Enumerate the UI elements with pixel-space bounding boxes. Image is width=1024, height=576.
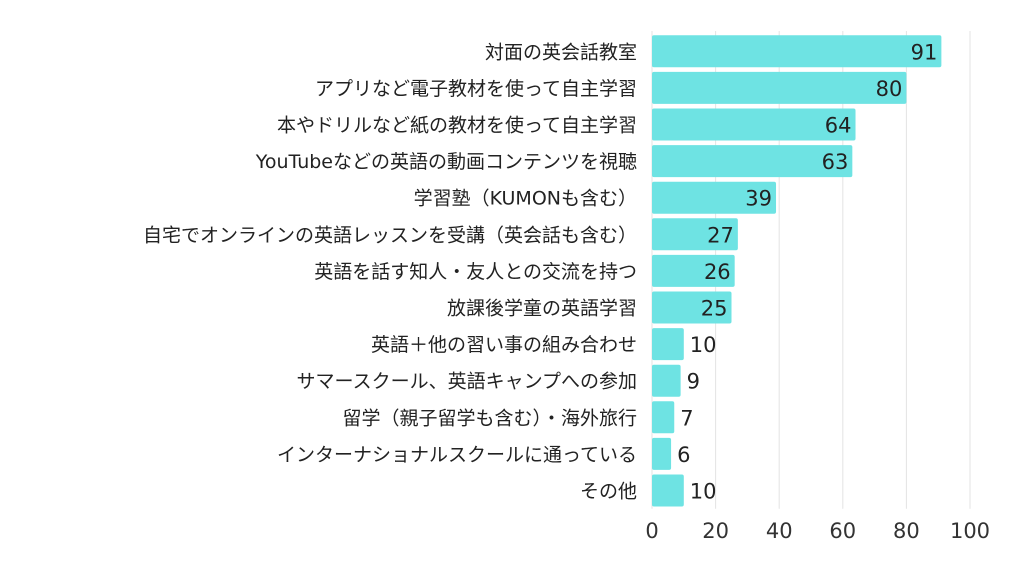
- value-label: 27: [707, 223, 734, 247]
- bar: [652, 437, 672, 470]
- category-label: サマースクール、英語キャンプへの参加: [297, 371, 637, 393]
- bar: [652, 218, 738, 251]
- category-label: 英語を話す知人・友人との交流を持つ: [314, 261, 637, 283]
- value-label: 10: [690, 333, 717, 357]
- x-axis-ticks: 0 20 40 60 80 100: [645, 519, 990, 543]
- value-label: 6: [677, 443, 690, 467]
- category-label: 学習塾（KUMONも含む）: [414, 188, 637, 210]
- category-label: 留学（親子留学も含む）・海外旅行: [342, 407, 637, 429]
- value-label: 7: [680, 406, 693, 430]
- category-label: 本やドリルなど紙の教材を使って自主学習: [277, 115, 637, 137]
- value-label: 39: [745, 187, 772, 211]
- x-tick-label: 40: [766, 519, 793, 543]
- value-label: 64: [825, 114, 852, 138]
- bar: [652, 145, 853, 178]
- value-label: 63: [822, 150, 849, 174]
- bar: [652, 254, 735, 287]
- bar: [652, 474, 684, 507]
- category-label: 英語＋他の習い事の組み合わせ: [371, 334, 637, 356]
- category-label: その他: [580, 481, 637, 503]
- bar: [652, 181, 777, 214]
- bar: [652, 108, 856, 141]
- bar: [652, 71, 907, 104]
- category-label: アプリなど電子教材を使って自主学習: [315, 78, 637, 100]
- bar: [652, 364, 681, 397]
- bar: [652, 401, 675, 434]
- category-labels: 対面の英会話教室アプリなど電子教材を使って自主学習本やドリルなど紙の教材を使って…: [143, 41, 637, 502]
- value-label: 91: [911, 40, 938, 64]
- bars: [652, 35, 942, 507]
- category-label: YouTubeなどの英語の動画コンテンツを視聴: [255, 151, 637, 173]
- bar: [652, 328, 684, 361]
- bar: [652, 291, 732, 324]
- bar: [652, 35, 942, 68]
- category-label: インターナショナルスクールに通っている: [277, 444, 637, 466]
- value-label: 26: [704, 260, 731, 284]
- value-label: 80: [876, 77, 903, 101]
- value-label: 9: [687, 370, 700, 394]
- category-label: 自宅でオンラインの英語レッスンを受講（英会話も含む）: [143, 224, 637, 246]
- value-label: 25: [701, 297, 728, 321]
- category-label: 対面の英会話教室: [485, 41, 637, 63]
- x-tick-label: 20: [702, 519, 729, 543]
- x-tick-label: 100: [950, 519, 990, 543]
- x-tick-label: 80: [893, 519, 920, 543]
- value-label: 10: [690, 480, 717, 504]
- category-label: 放課後学童の英語学習: [447, 298, 637, 320]
- x-tick-label: 0: [645, 519, 658, 543]
- x-tick-label: 60: [829, 519, 856, 543]
